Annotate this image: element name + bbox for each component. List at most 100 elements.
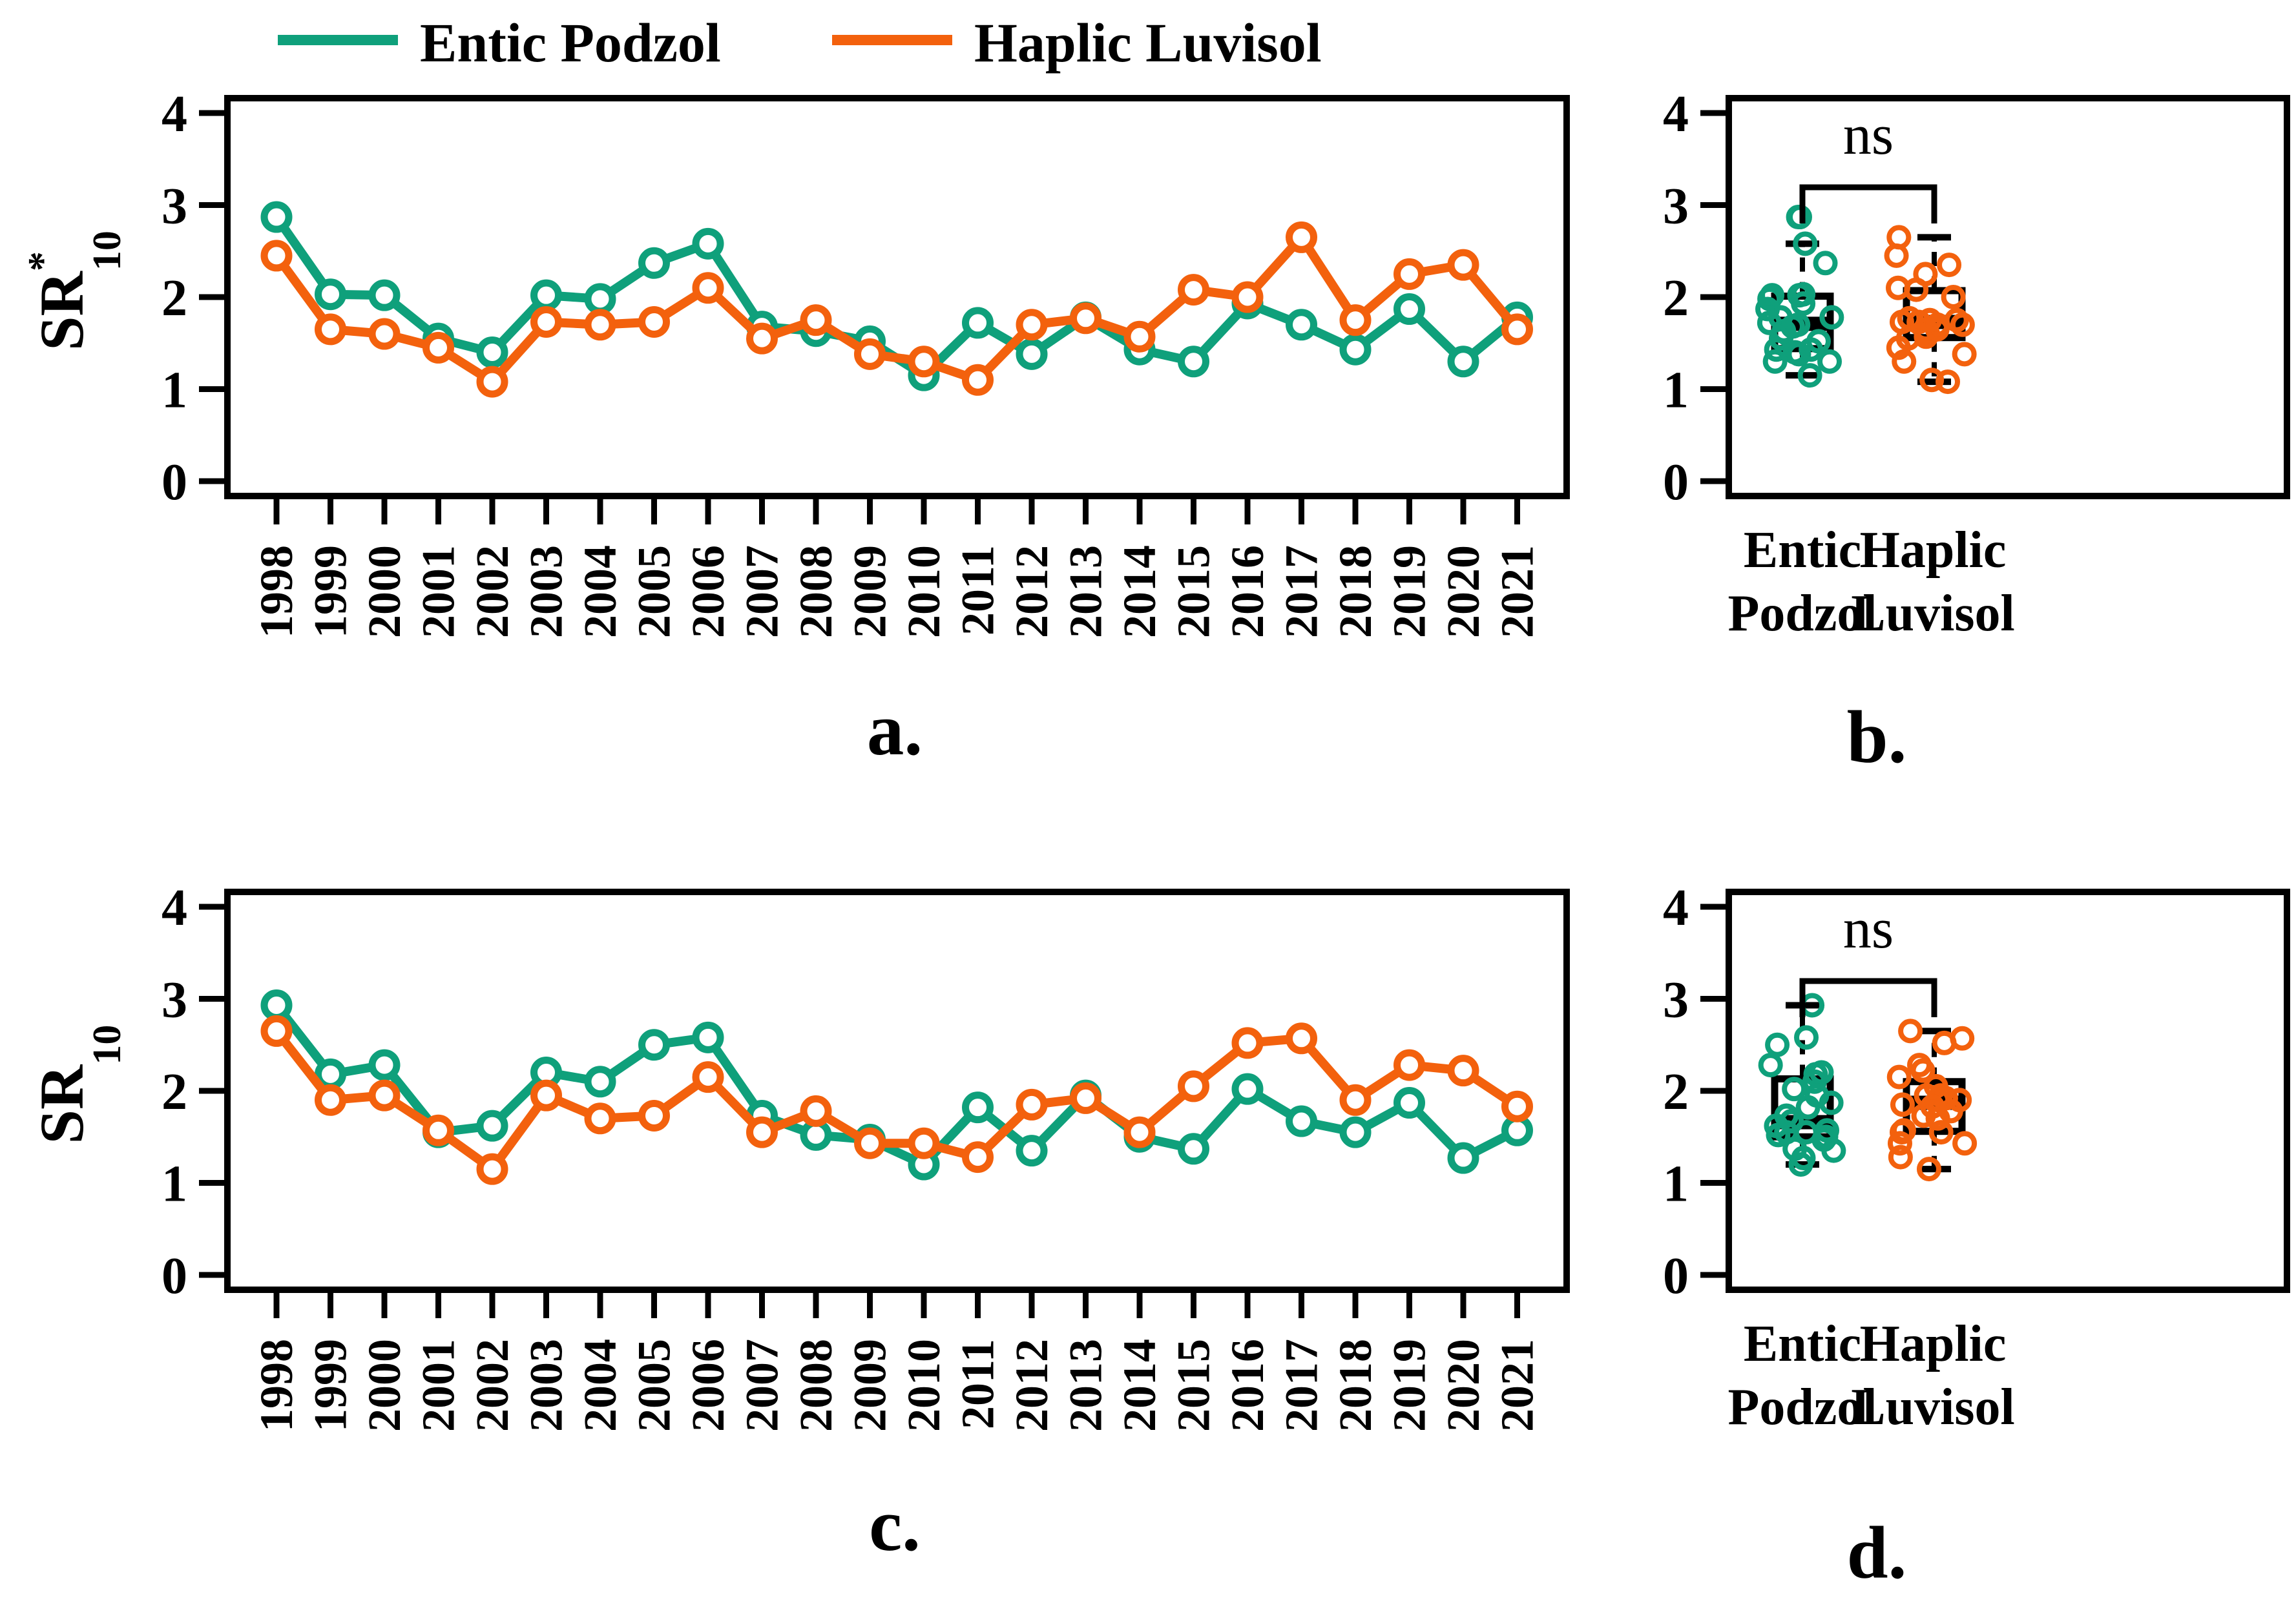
data-point-haplic	[476, 1153, 508, 1185]
haplic-luvisol-legend-label: Haplic Luvisol	[974, 12, 1322, 74]
data-point-haplic	[854, 338, 886, 370]
jitter-point-entic	[1815, 1118, 1840, 1143]
jitter-point-haplic	[1910, 1058, 1936, 1083]
jitter-point-haplic	[1928, 1120, 1954, 1145]
data-point-haplic	[476, 366, 508, 398]
x-tick-label-year: 2017	[1276, 1339, 1328, 1432]
caption-b: b.	[1847, 696, 1907, 778]
y-axis-title-subscript: 10	[85, 1025, 129, 1065]
x-tick-label-year: 2020	[1437, 545, 1489, 638]
data-point-entic	[962, 1091, 994, 1124]
jitter-point-entic	[1817, 349, 1842, 374]
significance-bracket	[1799, 978, 1937, 1017]
panel-b-group-labels: Entic Podzol Haplic Luvisol	[1727, 522, 2014, 642]
jitter-point-haplic	[1913, 262, 1938, 287]
jitter-point-entic	[1786, 342, 1811, 367]
x-tick-label-year: 2005	[629, 545, 680, 638]
x-tick-label-year: 2004	[574, 1339, 626, 1432]
jitter-point-entic	[1786, 205, 1811, 230]
jitter-point-haplic	[1898, 1019, 1923, 1044]
y-axis-title-base: SR	[27, 1064, 96, 1144]
legend: Entic Podzol Haplic Luvisol	[278, 12, 1322, 74]
data-point-haplic	[423, 1114, 454, 1146]
data-point-haplic	[260, 240, 293, 272]
data-point-haplic	[1123, 320, 1156, 353]
x-tick-label-year: 2003	[521, 1339, 572, 1432]
entic-podzol-group-label-line2: Podzol	[1727, 1379, 1877, 1436]
data-point-haplic	[1286, 1022, 1317, 1055]
y-tick-label: 4	[1663, 86, 1689, 143]
data-point-haplic	[692, 272, 724, 304]
data-point-haplic	[692, 1061, 724, 1093]
y-tick-label: 1	[1663, 1156, 1689, 1213]
x-tick-label-year: 2002	[466, 1339, 518, 1432]
data-point-haplic	[962, 1141, 994, 1174]
entic-podzol-legend-label: Entic Podzol	[420, 12, 721, 74]
data-point-haplic	[1016, 1088, 1048, 1121]
panel-b-ns-annotation: ns	[1843, 104, 1894, 167]
x-tick-label-year: 2011	[952, 545, 1004, 636]
jitter-point-haplic	[1919, 367, 1945, 393]
y-axis-title-superscript: *	[21, 251, 65, 271]
jitter-point-entic	[1757, 286, 1782, 311]
jitter-point-haplic	[1916, 1157, 1941, 1182]
data-point-haplic	[368, 1079, 401, 1112]
y-axis-title-subscript: 10	[85, 231, 129, 271]
jitter-point-entic	[1797, 363, 1822, 388]
data-point-entic	[315, 278, 346, 311]
data-point-entic	[1016, 338, 1048, 370]
x-tick-label-year: 2005	[629, 1339, 680, 1432]
x-tick-label-year: 2012	[1006, 1339, 1058, 1432]
jitter-point-haplic	[1947, 1088, 1972, 1113]
x-tick-label-year: 1999	[305, 545, 357, 638]
x-tick-label-year: 2014	[1114, 1339, 1165, 1432]
entic-podzol-group-label-line1: Entic	[1744, 522, 1861, 579]
jitter-point-haplic	[1936, 369, 1961, 395]
caption-a: a.	[867, 688, 923, 770]
x-tick-label-year: 2006	[682, 545, 734, 638]
data-point-entic	[1447, 346, 1479, 378]
jitter-point-entic	[1793, 231, 1818, 256]
data-point-haplic	[800, 1095, 832, 1127]
data-point-haplic	[423, 331, 454, 364]
data-point-haplic	[1501, 313, 1533, 346]
y-tick-label: 1	[162, 362, 187, 419]
haplic-luvisol-group-label-line1: Haplic	[1860, 522, 2007, 579]
jitter-point-haplic	[1920, 1094, 1945, 1119]
jitter-point-haplic	[1892, 349, 1917, 374]
x-tick-label-year: 1998	[251, 1339, 302, 1432]
data-point-entic	[530, 279, 562, 311]
y-tick-label: 1	[1663, 362, 1689, 419]
y-tick-label: 0	[162, 1248, 187, 1305]
data-point-entic	[476, 336, 508, 368]
x-tick-label-year: 2016	[1222, 1339, 1273, 1432]
x-tick-label-year: 2018	[1330, 1339, 1381, 1432]
jitter-point-entic	[1799, 337, 1824, 362]
jitter-point-entic	[1765, 1032, 1790, 1057]
jitter-point-entic	[1755, 296, 1780, 322]
data-point-haplic	[530, 1079, 562, 1112]
data-point-haplic	[1016, 309, 1048, 341]
data-point-entic	[1393, 1087, 1425, 1119]
y-axis-title: SR10	[27, 1025, 129, 1144]
x-tick-label-year: 2015	[1168, 545, 1220, 638]
x-tick-label-year: 2008	[790, 545, 842, 638]
data-point-haplic	[1339, 1084, 1372, 1116]
x-tick-label-year: 2013	[1060, 545, 1112, 638]
jitter-point-haplic	[1937, 253, 1962, 278]
y-tick-label: 2	[162, 1064, 187, 1121]
data-point-haplic	[1447, 1055, 1479, 1087]
x-tick-label-year: 2018	[1330, 545, 1381, 638]
y-tick-label: 0	[1663, 1248, 1689, 1305]
y-tick-label: 2	[162, 270, 187, 327]
data-point-haplic	[746, 1116, 778, 1148]
jitter-point-entic	[1819, 1090, 1844, 1115]
data-point-entic	[368, 279, 401, 311]
y-tick-label: 2	[1663, 270, 1689, 327]
jitter-point-entic	[1802, 1069, 1827, 1094]
jitter-point-haplic	[1886, 1064, 1912, 1090]
x-tick-label-year: 2001	[413, 545, 464, 638]
jitter-point-haplic	[1887, 1131, 1912, 1156]
